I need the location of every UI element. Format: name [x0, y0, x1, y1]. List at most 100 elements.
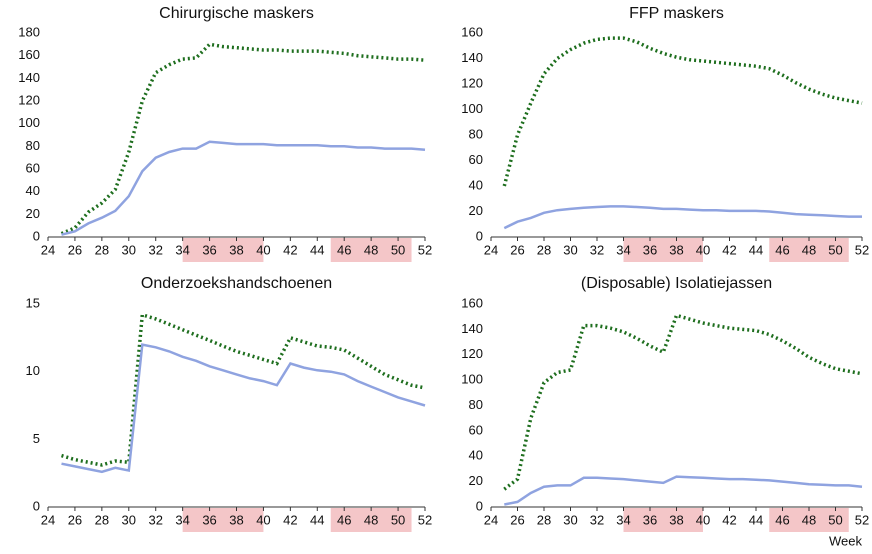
shaded-period — [769, 508, 849, 532]
chart-title: FFP maskers — [629, 5, 724, 22]
x-tick-label: 44 — [310, 512, 324, 527]
x-tick-label: 24 — [484, 512, 498, 527]
x-tick-label: 38 — [229, 512, 243, 527]
x-tick-label: 42 — [283, 512, 297, 527]
x-tick-label: 32 — [148, 512, 162, 527]
x-tick-label: 52 — [855, 512, 869, 527]
y-tick-label: 100 — [461, 372, 483, 387]
x-tick-label: 36 — [643, 512, 657, 527]
x-tick-label: 52 — [418, 512, 432, 527]
y-tick-label: 120 — [461, 346, 483, 361]
x-tick-label: 34 — [616, 512, 630, 527]
x-tick-label: 46 — [775, 242, 789, 257]
x-tick-label: 34 — [175, 512, 189, 527]
shaded-period — [769, 238, 849, 262]
x-tick-label: 40 — [696, 242, 710, 257]
x-tick-label: 28 — [537, 512, 551, 527]
y-tick-label: 40 — [469, 177, 483, 192]
x-tick-label: 30 — [122, 512, 136, 527]
x-tick-label: 48 — [364, 242, 378, 257]
x-tick-label: 48 — [364, 512, 378, 527]
x-tick-label: 26 — [510, 242, 524, 257]
x-tick-label: 30 — [563, 512, 577, 527]
y-tick-label: 140 — [18, 70, 40, 85]
y-tick-label: 140 — [461, 321, 483, 336]
series-line — [61, 140, 426, 236]
series-line — [61, 343, 426, 474]
x-tick-label: 28 — [95, 512, 109, 527]
x-tick-label: 44 — [310, 242, 324, 257]
x-tick-label: 32 — [148, 242, 162, 257]
series-line — [503, 313, 863, 491]
x-tick-label: 40 — [256, 512, 270, 527]
y-tick-label: 60 — [469, 152, 483, 167]
chart-title: (Disposable) Isolatiejassen — [581, 275, 772, 292]
y-tick-label: 60 — [26, 160, 40, 175]
x-tick-label: 44 — [749, 512, 763, 527]
x-tick-label: 26 — [68, 512, 82, 527]
y-tick-label: 20 — [469, 203, 483, 218]
x-tick-label: 32 — [590, 512, 604, 527]
series-line — [503, 205, 862, 230]
y-tick-label: 80 — [469, 397, 483, 412]
x-tick-label: 42 — [722, 242, 736, 257]
x-tick-label: 24 — [41, 512, 55, 527]
x-tick-label: 30 — [122, 242, 136, 257]
x-tick-label: 36 — [643, 242, 657, 257]
y-tick-label: 0 — [33, 498, 40, 513]
y-tick-label: 100 — [18, 115, 40, 130]
series-line — [60, 42, 426, 236]
series-line — [504, 475, 863, 506]
x-tick-label: 44 — [749, 242, 763, 257]
x-tick-label: 38 — [669, 242, 683, 257]
x-tick-label: 46 — [337, 242, 351, 257]
y-tick-label: 80 — [26, 138, 40, 153]
x-tick-label: 48 — [802, 242, 816, 257]
x-tick-label: 52 — [855, 242, 869, 257]
y-tick-label: 0 — [476, 228, 483, 243]
x-tick-label: 36 — [202, 242, 216, 257]
x-tick-label: 38 — [669, 512, 683, 527]
x-tick-label: 50 — [828, 242, 842, 257]
x-tick-label: 26 — [510, 512, 524, 527]
x-tick-label: 40 — [256, 242, 270, 257]
x-tick-label: 24 — [484, 242, 498, 257]
series-line — [502, 36, 863, 187]
x-tick-label: 42 — [722, 512, 736, 527]
y-tick-label: 120 — [18, 92, 40, 107]
x-tick-label: 48 — [802, 512, 816, 527]
y-tick-label: 40 — [469, 448, 483, 463]
y-tick-label: 160 — [461, 295, 483, 310]
x-tick-label: 50 — [391, 242, 405, 257]
x-tick-label: 26 — [68, 242, 82, 257]
x-tick-label: 38 — [229, 242, 243, 257]
x-tick-label: 46 — [337, 512, 351, 527]
y-tick-label: 0 — [476, 498, 483, 513]
x-tick-label: 50 — [828, 512, 842, 527]
y-tick-label: 10 — [26, 363, 40, 378]
chart-title: Onderzoekshandschoenen — [141, 275, 332, 292]
y-tick-label: 15 — [26, 295, 40, 310]
y-tick-label: 100 — [461, 101, 483, 116]
x-tick-label: 30 — [563, 242, 577, 257]
x-tick-label: 36 — [202, 512, 216, 527]
y-tick-label: 40 — [26, 183, 40, 198]
x-tick-label: 28 — [537, 242, 551, 257]
x-tick-label: 46 — [775, 512, 789, 527]
x-tick-label: 32 — [590, 242, 604, 257]
y-tick-label: 160 — [18, 47, 40, 62]
x-tick-label: 40 — [696, 512, 710, 527]
x-tick-label: 28 — [95, 242, 109, 257]
y-tick-label: 140 — [461, 50, 483, 65]
y-tick-label: 120 — [461, 75, 483, 90]
x-axis-label: Week — [829, 533, 862, 548]
shaded-period — [182, 238, 264, 262]
x-tick-label: 34 — [616, 242, 630, 257]
y-tick-label: 5 — [33, 431, 40, 446]
shaded-period — [330, 508, 412, 532]
y-tick-label: 20 — [26, 206, 40, 221]
y-tick-label: 60 — [469, 422, 483, 437]
chart-title: Chirurgische maskers — [159, 5, 314, 22]
series-line — [60, 312, 426, 467]
